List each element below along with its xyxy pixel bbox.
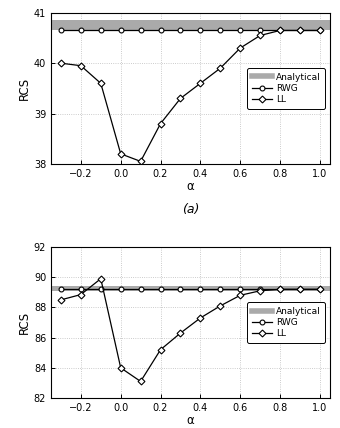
X-axis label: α: α xyxy=(187,180,194,193)
LL xyxy=(258,288,262,293)
RWG xyxy=(238,287,242,292)
X-axis label: α: α xyxy=(187,414,194,427)
Text: (a): (a) xyxy=(182,203,199,216)
LL xyxy=(278,287,282,292)
RWG xyxy=(238,28,242,33)
LL xyxy=(298,28,302,33)
RWG xyxy=(198,287,202,292)
RWG xyxy=(158,287,163,292)
RWG xyxy=(79,28,83,33)
RWG xyxy=(79,287,83,292)
LL xyxy=(119,151,123,156)
RWG xyxy=(278,28,282,33)
Line: RWG: RWG xyxy=(58,28,322,33)
RWG xyxy=(119,287,123,292)
LL xyxy=(238,45,242,51)
LL xyxy=(178,96,183,101)
LL xyxy=(139,379,143,384)
RWG xyxy=(139,28,143,33)
LL xyxy=(158,121,163,126)
Bar xyxy=(51,21,330,30)
RWG xyxy=(99,287,103,292)
RWG xyxy=(278,287,282,292)
Legend: Analytical, RWG, LL: Analytical, RWG, LL xyxy=(247,302,325,343)
LL xyxy=(218,65,222,71)
LL xyxy=(79,292,83,297)
RWG xyxy=(158,28,163,33)
Bar xyxy=(51,286,330,291)
LL xyxy=(218,303,222,309)
LL xyxy=(158,347,163,352)
Legend: Analytical, RWG, LL: Analytical, RWG, LL xyxy=(247,68,325,109)
RWG xyxy=(59,287,63,292)
RWG xyxy=(298,28,302,33)
LL xyxy=(278,28,282,33)
RWG xyxy=(59,28,63,33)
Y-axis label: RCS: RCS xyxy=(18,311,31,334)
LL xyxy=(258,33,262,38)
RWG xyxy=(218,28,222,33)
RWG xyxy=(119,28,123,33)
RWG xyxy=(318,28,322,33)
RWG xyxy=(178,287,183,292)
RWG xyxy=(298,287,302,292)
LL xyxy=(238,293,242,298)
RWG xyxy=(178,28,183,33)
LL xyxy=(298,287,302,292)
LL xyxy=(198,81,202,86)
LL xyxy=(139,159,143,164)
RWG xyxy=(198,28,202,33)
LL xyxy=(198,315,202,321)
RWG xyxy=(139,287,143,292)
LL xyxy=(59,297,63,303)
LL xyxy=(79,63,83,68)
RWG xyxy=(218,287,222,292)
Line: LL: LL xyxy=(58,276,322,384)
RWG xyxy=(258,28,262,33)
RWG xyxy=(318,287,322,292)
Line: RWG: RWG xyxy=(58,287,322,292)
LL xyxy=(99,276,103,281)
LL xyxy=(119,365,123,370)
LL xyxy=(178,330,183,336)
RWG xyxy=(258,287,262,292)
RWG xyxy=(99,28,103,33)
LL xyxy=(318,28,322,33)
Line: LL: LL xyxy=(58,28,322,164)
LL xyxy=(99,81,103,86)
Y-axis label: RCS: RCS xyxy=(18,77,31,100)
LL xyxy=(59,61,63,66)
LL xyxy=(318,287,322,292)
